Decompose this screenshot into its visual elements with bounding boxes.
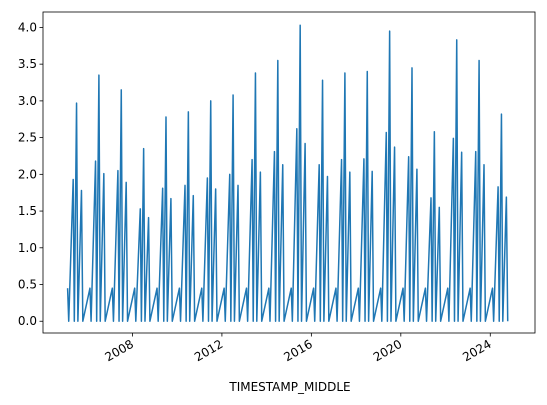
x-tick-label: 2008 xyxy=(103,337,136,364)
y-tick-label: 2.0 xyxy=(18,167,37,181)
x-tick-label: 2016 xyxy=(281,337,314,364)
x-axis-label: TIMESTAMP_MIDDLE xyxy=(228,380,350,394)
y-tick-label: 0.5 xyxy=(18,278,37,292)
y-tick-label: 1.0 xyxy=(18,241,37,255)
y-tick-label: 3.0 xyxy=(18,94,37,108)
y-tick-label: 0.0 xyxy=(18,314,37,328)
y-tick-label: 1.5 xyxy=(18,204,37,218)
x-tick-label: 2020 xyxy=(371,337,404,364)
y-tick-label: 4.0 xyxy=(18,20,37,34)
plot-frame xyxy=(42,11,536,334)
data-line xyxy=(66,24,509,322)
x-tick-label: 2024 xyxy=(460,337,493,364)
x-tick-label: 2012 xyxy=(192,337,225,364)
y-tick-label: 2.5 xyxy=(18,131,37,145)
y-tick-label: 3.5 xyxy=(18,57,37,71)
